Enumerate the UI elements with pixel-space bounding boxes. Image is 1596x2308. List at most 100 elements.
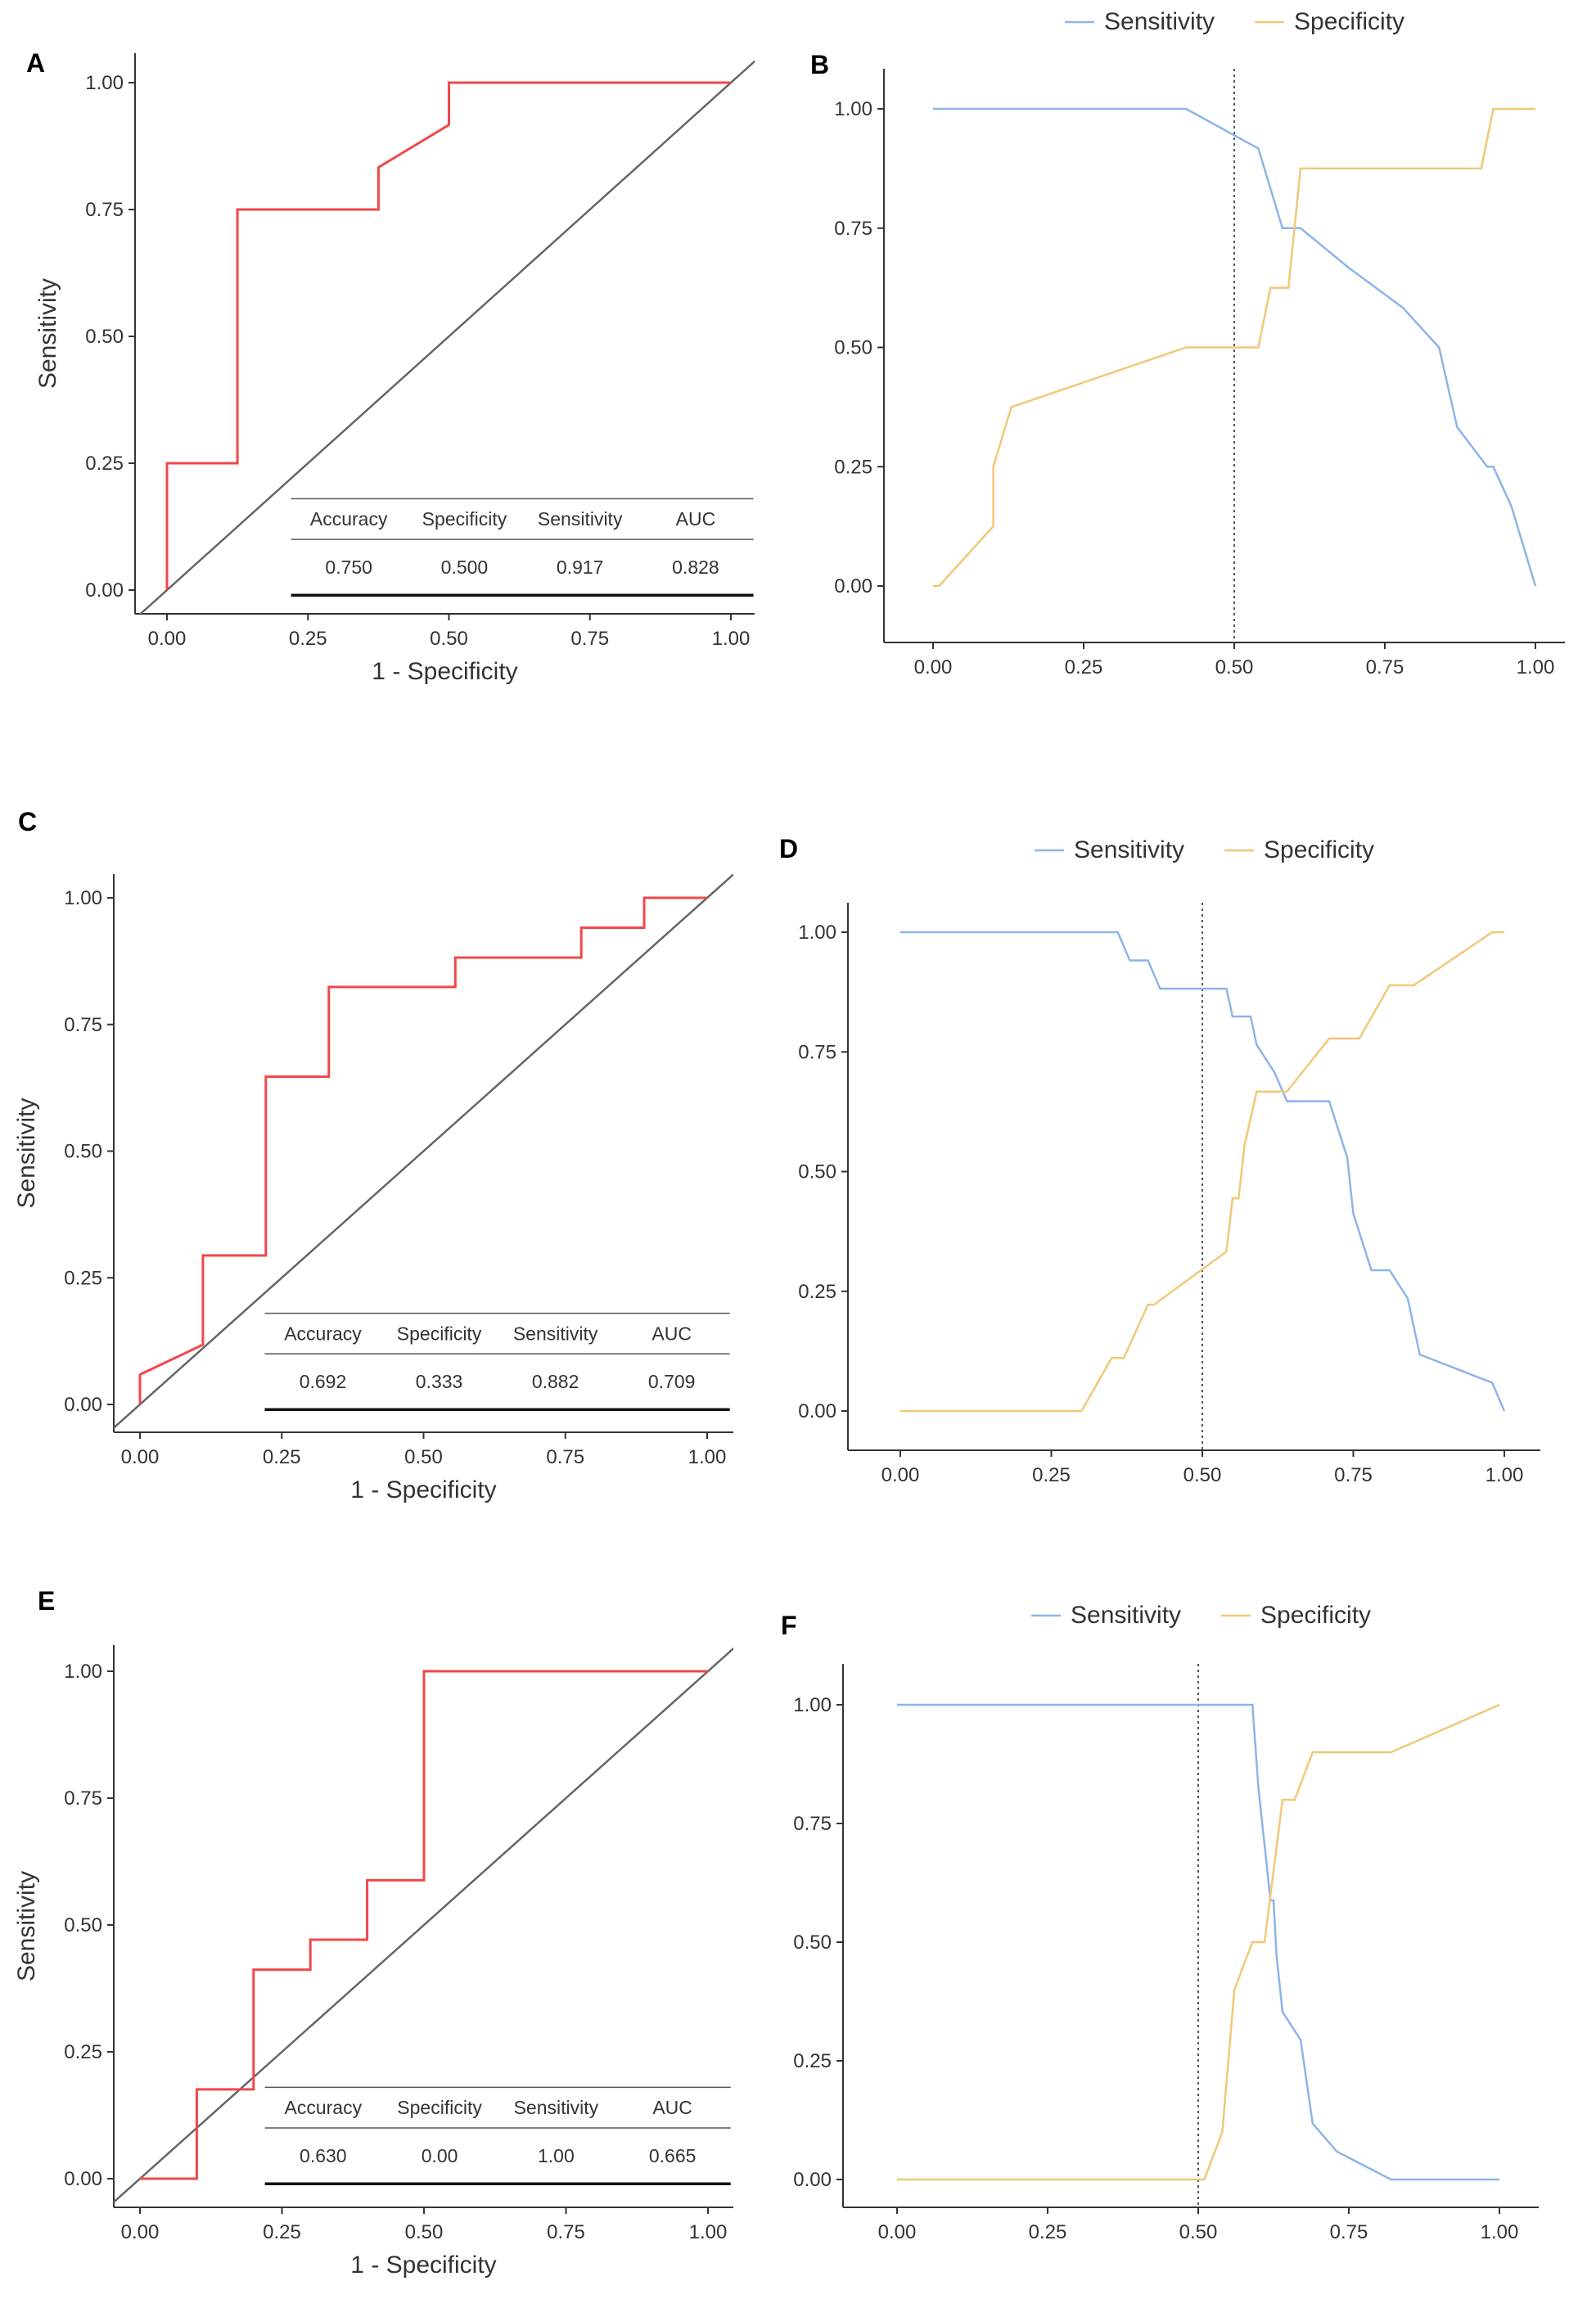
y-axis-title: Sensitivity [34,278,61,389]
metrics-table-bg [291,498,754,596]
panel-label: F [781,1611,797,1640]
y-tick-label: 0.25 [798,1281,836,1303]
table-value: 1.00 [538,2145,575,2166]
x-tick-label: 0.25 [1065,656,1103,678]
table-header: Specificity [422,508,507,530]
y-tick-label: 1.00 [798,922,836,944]
y-axis-title: Sensitivity [13,1871,40,1981]
panel-a: A 0.00 0.00 0.25 0.25 0.50 0.50 0.75 0.75 1.00 1.0… [26,48,755,685]
panel-label: E [38,1586,55,1616]
panel-label: D [779,834,798,863]
x-tick-label: 1.00 [1486,1464,1524,1486]
table-value: 0.630 [300,2145,347,2166]
y-tick-label: 0.00 [834,575,872,597]
reference-diagonal-line [138,60,755,614]
metrics-table: Accuracy 0.630 Specificity 0.00 Sensitivity 1… [264,2086,731,2185]
specificity-line [900,931,1504,1413]
table-value: 0.665 [649,2145,697,2166]
x-tick-label: 1.00 [1517,656,1555,678]
x-tick-label: 0.75 [1330,2221,1368,2243]
y-tick-label: 1.00 [834,98,872,120]
y-tick-label: 0.00 [793,2169,832,2191]
y-tick-label: 0.50 [798,1161,836,1183]
panel-label: A [26,48,45,78]
table-header: Sensitivity [514,2097,599,2118]
table-header: AUC [652,2097,692,2118]
roc-curve [140,1670,708,2180]
x-tick-label: 0.75 [546,1446,584,1468]
sensitivity-line [933,107,1537,587]
x-tick-label: 0.50 [1215,656,1254,678]
metrics-table-bg [264,1313,730,1410]
y-tick-label: 0.75 [834,218,872,240]
x-tick-label: 0.75 [570,628,609,650]
table-header: Accuracy [284,1323,362,1344]
metrics-table: Accuracy 0.750 Specificity 0.500 Sensitivity… [291,498,754,597]
legend-label: Specificity [1260,1602,1371,1629]
x-tick-label: 0.25 [289,628,327,650]
y-tick-label: 0.25 [793,2050,832,2072]
y-tick-label: 0.50 [834,337,872,359]
panel-b: B 0.00 0.00 0.25 0.25 0.50 0.50 0.75 0.75 1.00 1.0… [810,8,1565,678]
y-tick-label: 0.25 [834,456,872,478]
y-tick-label: 0.25 [85,453,124,475]
y-tick-label: 0.50 [793,1932,832,1954]
x-tick-label: 0.75 [1366,656,1404,678]
y-tick-label: 0.00 [85,579,124,602]
legend-label: Sensitivity [1104,8,1215,35]
x-tick-label: 0.25 [1029,2221,1067,2243]
y-tick-label: 0.25 [64,1267,102,1289]
panel-label: B [810,50,829,79]
y-tick-label: 0.50 [64,1914,102,1936]
table-value: 0.333 [416,1371,463,1392]
x-tick-label: 0.00 [878,2221,917,2243]
x-tick-label: 0.50 [405,2221,444,2243]
table-header: Sensitivity [538,508,623,530]
y-tick-label: 0.75 [64,1014,102,1036]
y-tick-label: 1.00 [64,1661,102,1683]
table-value: 0.828 [672,557,719,578]
y-tick-label: 0.00 [64,1394,102,1416]
table-value: 0.709 [648,1371,696,1392]
x-tick-label: 1.00 [1481,2221,1519,2243]
y-tick-label: 0.50 [85,326,124,348]
x-tick-label: 0.00 [148,628,187,650]
reference-diagonal-line [114,874,733,1430]
table-value: 0.500 [441,557,489,578]
table-header: Specificity [397,1323,482,1344]
panel-c: C 0.00 0.00 0.25 0.25 0.50 0.50 0.75 0.75 1.00 1.0… [13,807,733,1503]
table-header: AUC [676,508,716,530]
legend: Sensitivity Specificity [1031,1602,1371,1629]
y-tick-label: 1.00 [64,887,102,909]
table-header: Specificity [397,2097,482,2118]
panel-label: C [18,807,37,836]
x-tick-label: 1.00 [688,1446,727,1468]
table-value: 0.750 [325,557,372,578]
y-tick-label: 0.00 [798,1400,836,1422]
sensitivity-line [897,1703,1499,2181]
y-tick-label: 0.75 [85,199,124,221]
x-tick-label: 0.25 [1032,1464,1071,1486]
table-header: Sensitivity [513,1323,598,1344]
y-tick-label: 1.00 [793,1694,832,1716]
x-tick-label: 0.25 [263,2221,301,2243]
metrics-table-bg [264,2087,731,2184]
x-tick-label: 0.75 [1334,1464,1373,1486]
panel-d: D 0.00 0.00 0.25 0.25 0.50 0.50 0.75 0.75 1.00 1.0… [779,834,1540,1486]
x-tick-label: 0.50 [430,628,468,650]
table-value: 0.917 [557,557,604,578]
table-header: Accuracy [310,508,388,530]
legend-label: Sensitivity [1074,836,1184,863]
legend-label: Specificity [1294,8,1404,35]
panel-f: F 0.00 0.00 0.25 0.25 0.50 0.50 0.75 0.75 1.00 1.0… [781,1602,1539,2243]
reference-diagonal-line [114,1647,733,2204]
x-tick-label: 1.00 [689,2221,728,2243]
table-value: 0.882 [532,1371,579,1392]
panel-e: E 0.00 0.00 0.25 0.25 0.50 0.50 0.75 0.75 1.00 1.0… [13,1586,733,2279]
x-tick-label: 0.00 [121,2221,160,2243]
x-tick-label: 0.00 [881,1464,920,1486]
legend: Sensitivity Specificity [1065,8,1404,35]
y-tick-label: 0.75 [798,1041,836,1063]
